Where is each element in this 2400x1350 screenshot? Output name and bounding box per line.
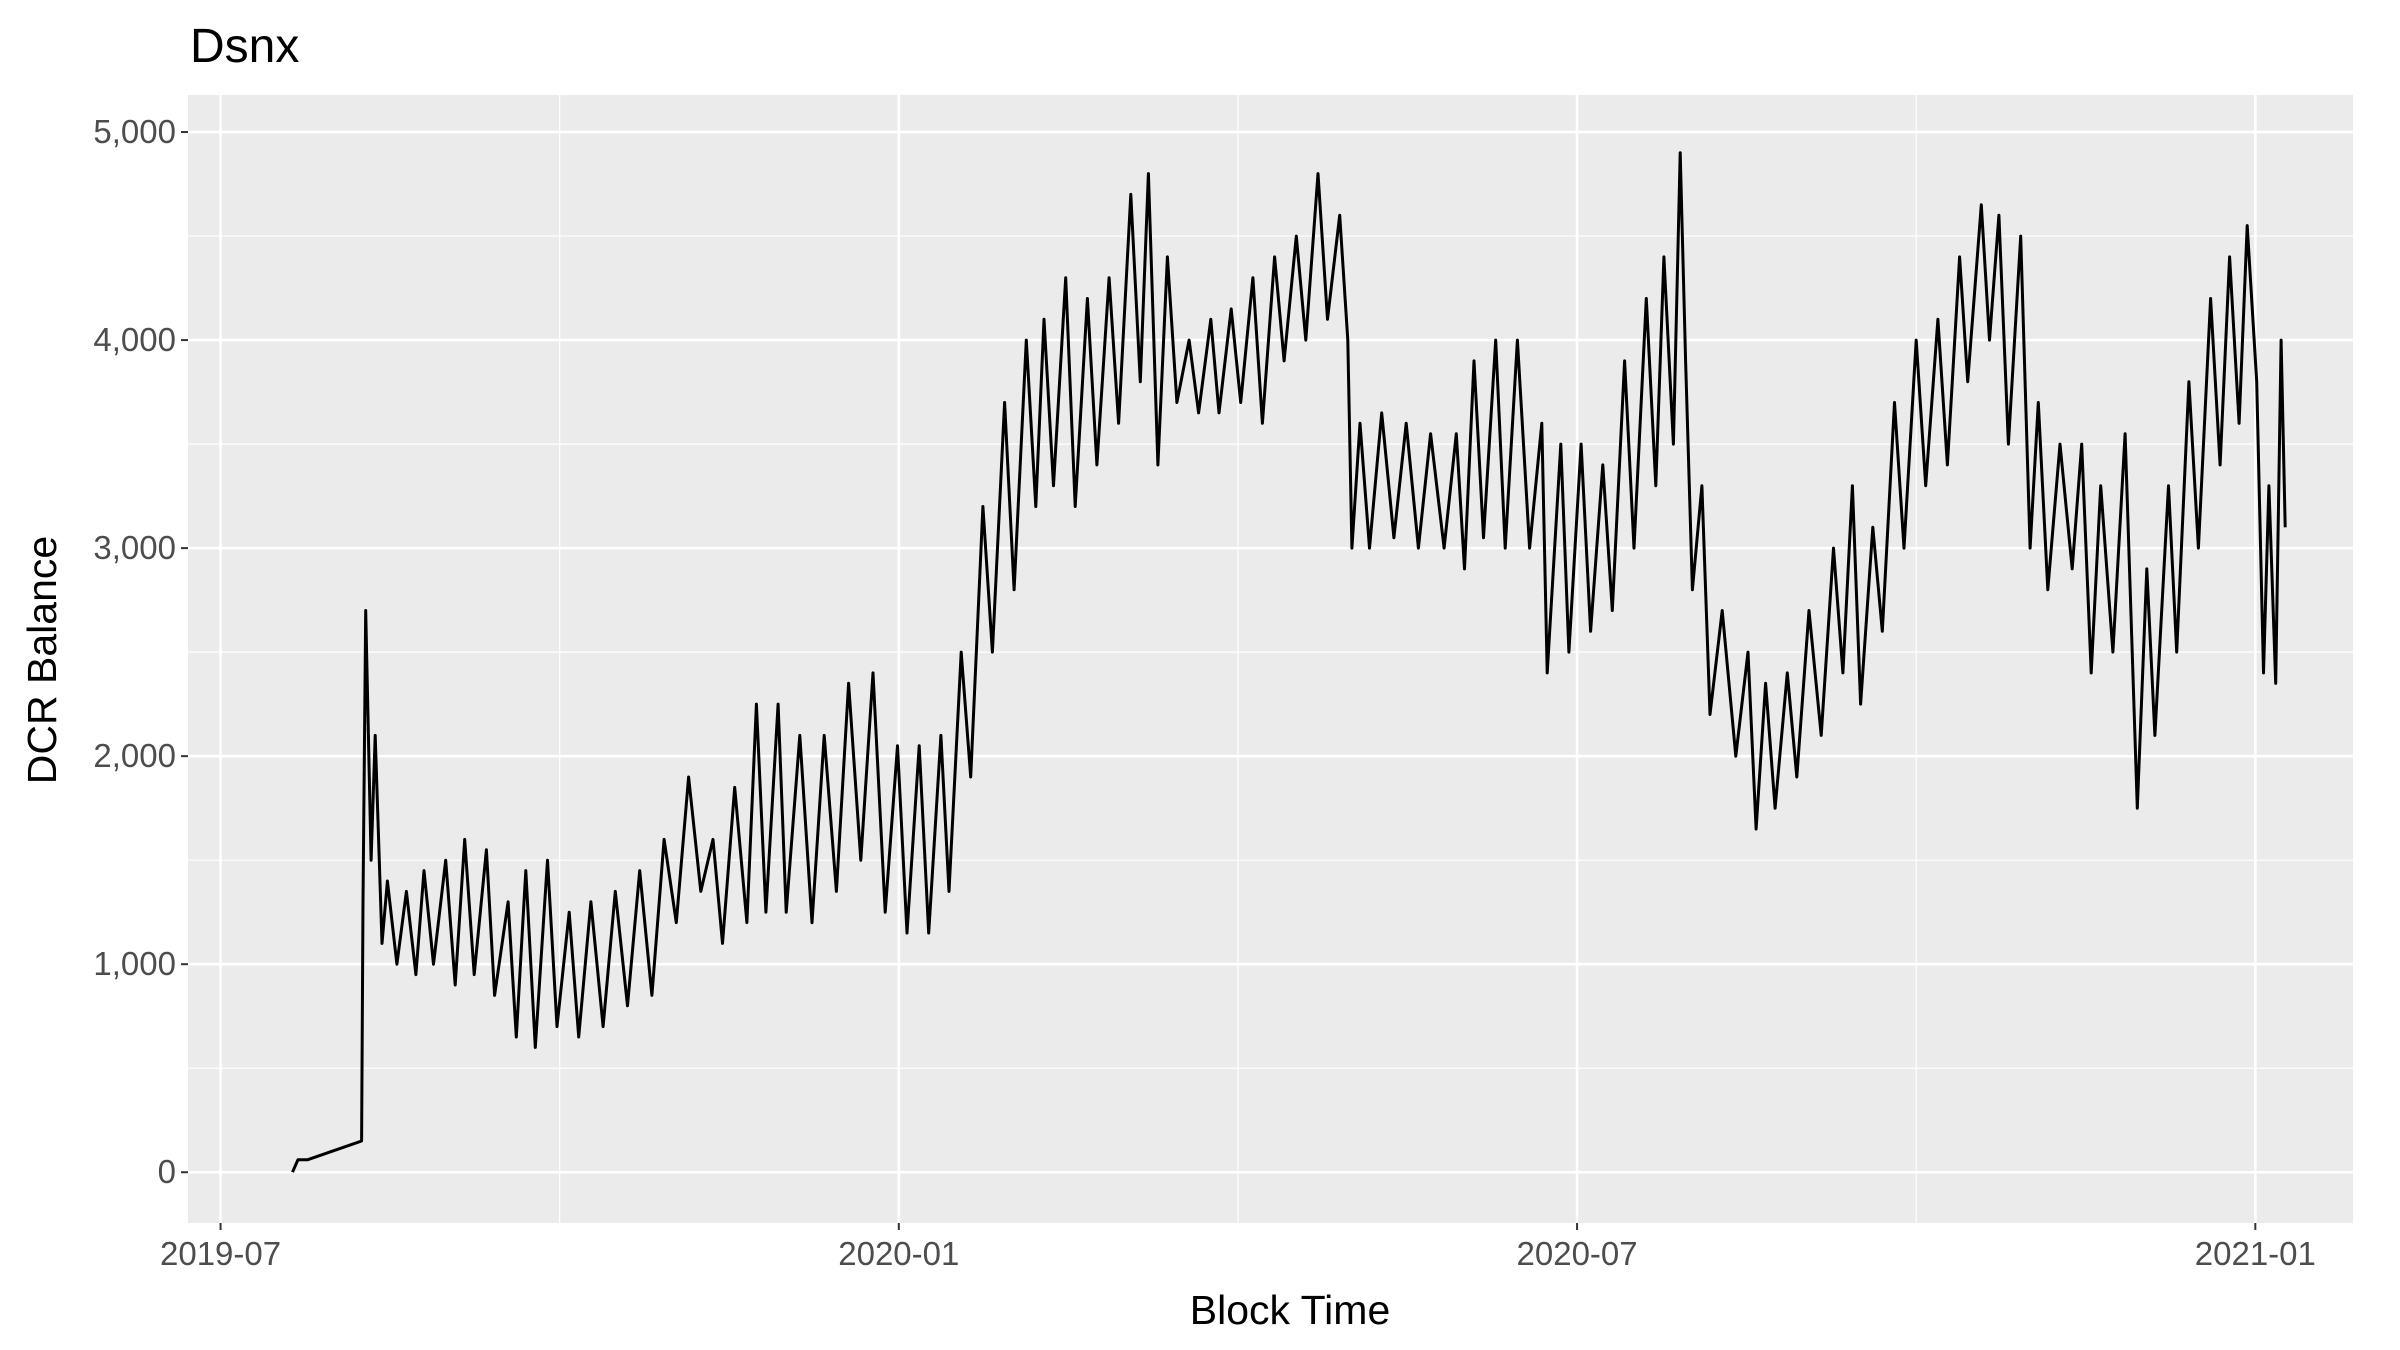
data-line	[291, 151, 2287, 1173]
y-tick-label: 0	[158, 1153, 176, 1190]
x-tick-label: 2020-07	[1517, 1235, 1638, 1272]
x-axis-title: Block Time	[1190, 1287, 1391, 1333]
y-tick-label: 2,000	[93, 737, 176, 774]
y-tick-label: 3,000	[93, 529, 176, 566]
x-tick-label: 2021-01	[2195, 1235, 2316, 1272]
x-tick-label: 2020-01	[838, 1235, 959, 1272]
y-tick-label: 4,000	[93, 321, 176, 358]
chart-title: Dsnx	[190, 20, 299, 73]
y-tick-label: 1,000	[93, 945, 176, 982]
y-axis-title: DCR Balance	[19, 536, 65, 784]
y-tick-label: 5,000	[93, 113, 176, 150]
x-tick-label: 2019-07	[160, 1235, 281, 1272]
plot-panel	[188, 95, 2353, 1223]
